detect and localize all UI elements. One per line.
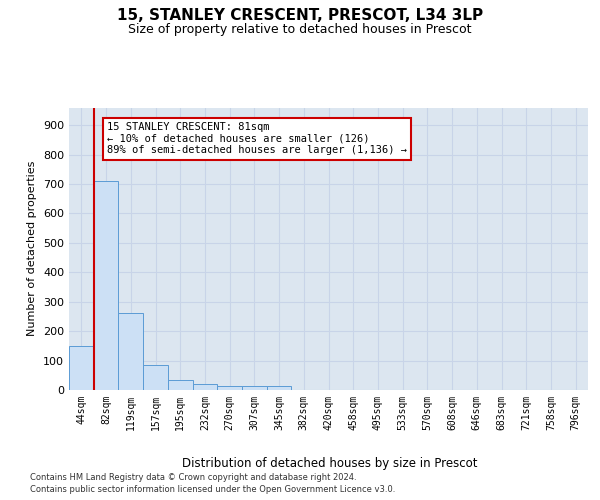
Bar <box>168 380 193 390</box>
Bar <box>267 386 292 390</box>
Bar <box>118 312 143 390</box>
Text: Size of property relative to detached houses in Prescot: Size of property relative to detached ho… <box>128 22 472 36</box>
Bar <box>242 386 267 390</box>
Bar <box>193 384 217 390</box>
Text: 15 STANLEY CRESCENT: 81sqm
← 10% of detached houses are smaller (126)
89% of sem: 15 STANLEY CRESCENT: 81sqm ← 10% of deta… <box>107 122 407 156</box>
Bar <box>143 365 168 390</box>
Bar <box>217 386 242 390</box>
Text: Contains HM Land Registry data © Crown copyright and database right 2024.: Contains HM Land Registry data © Crown c… <box>30 472 356 482</box>
Bar <box>69 346 94 390</box>
Bar <box>94 181 118 390</box>
Text: Contains public sector information licensed under the Open Government Licence v3: Contains public sector information licen… <box>30 485 395 494</box>
Text: 15, STANLEY CRESCENT, PRESCOT, L34 3LP: 15, STANLEY CRESCENT, PRESCOT, L34 3LP <box>117 8 483 22</box>
Y-axis label: Number of detached properties: Number of detached properties <box>28 161 37 336</box>
Text: Distribution of detached houses by size in Prescot: Distribution of detached houses by size … <box>182 458 478 470</box>
